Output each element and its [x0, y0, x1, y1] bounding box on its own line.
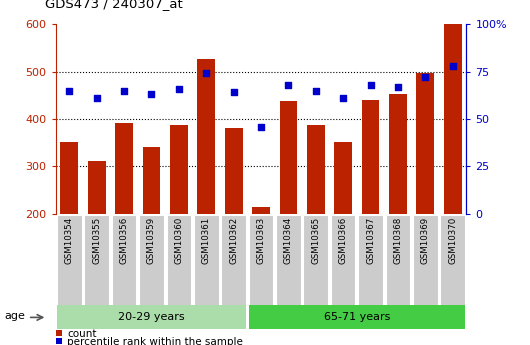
Bar: [143, 147, 161, 214]
Point: [257, 124, 265, 129]
Bar: [307, 125, 325, 214]
Point: [312, 88, 320, 93]
Bar: [334, 142, 352, 214]
Text: GSM10367: GSM10367: [366, 217, 375, 264]
Point: [284, 82, 293, 88]
Text: GSM10359: GSM10359: [147, 217, 156, 264]
FancyBboxPatch shape: [194, 215, 218, 309]
Point: [175, 86, 183, 91]
Bar: [444, 24, 462, 214]
FancyBboxPatch shape: [413, 215, 438, 309]
Text: GSM10366: GSM10366: [339, 217, 348, 264]
FancyBboxPatch shape: [440, 215, 465, 309]
Text: GSM10369: GSM10369: [421, 217, 430, 264]
Bar: [60, 142, 78, 214]
FancyBboxPatch shape: [139, 215, 164, 309]
FancyBboxPatch shape: [84, 215, 109, 309]
FancyBboxPatch shape: [304, 215, 328, 309]
Text: GSM10356: GSM10356: [120, 217, 129, 264]
Point: [202, 71, 210, 76]
Point: [448, 63, 457, 69]
Text: count: count: [67, 329, 97, 339]
Point: [120, 88, 128, 93]
Text: GSM10363: GSM10363: [257, 217, 266, 264]
Text: 20-29 years: 20-29 years: [118, 313, 185, 322]
Bar: [170, 125, 188, 214]
Text: GSM10360: GSM10360: [174, 217, 183, 264]
Text: GSM10361: GSM10361: [202, 217, 211, 264]
FancyBboxPatch shape: [386, 215, 410, 309]
Text: 65-71 years: 65-71 years: [324, 313, 390, 322]
Text: percentile rank within the sample: percentile rank within the sample: [67, 337, 243, 345]
Text: GSM10354: GSM10354: [65, 217, 74, 264]
Bar: [417, 73, 434, 214]
Point: [339, 95, 348, 101]
Bar: [249, 305, 465, 329]
Bar: [279, 101, 297, 214]
Text: GSM10355: GSM10355: [92, 217, 101, 264]
Bar: [57, 305, 246, 329]
Point: [366, 82, 375, 88]
Point: [229, 90, 238, 95]
Bar: [361, 100, 379, 214]
Bar: [88, 161, 105, 214]
FancyBboxPatch shape: [222, 215, 246, 309]
Point: [92, 95, 101, 101]
FancyBboxPatch shape: [358, 215, 383, 309]
Text: GSM10364: GSM10364: [284, 217, 293, 264]
Text: GSM10365: GSM10365: [311, 217, 320, 264]
FancyBboxPatch shape: [331, 215, 356, 309]
FancyBboxPatch shape: [166, 215, 191, 309]
FancyBboxPatch shape: [112, 215, 136, 309]
Text: GSM10370: GSM10370: [448, 217, 457, 264]
Bar: [115, 123, 133, 214]
Text: age: age: [4, 311, 25, 321]
Bar: [252, 207, 270, 214]
Point: [394, 84, 402, 89]
FancyBboxPatch shape: [276, 215, 301, 309]
Bar: [197, 59, 215, 214]
Point: [65, 88, 74, 93]
Point: [421, 75, 430, 80]
Bar: [389, 94, 407, 214]
Text: GDS473 / 240307_at: GDS473 / 240307_at: [45, 0, 183, 10]
Point: [147, 91, 156, 97]
FancyBboxPatch shape: [57, 215, 82, 309]
Text: GSM10362: GSM10362: [229, 217, 238, 264]
Bar: [225, 128, 243, 214]
Text: GSM10368: GSM10368: [393, 217, 402, 264]
FancyBboxPatch shape: [249, 215, 273, 309]
